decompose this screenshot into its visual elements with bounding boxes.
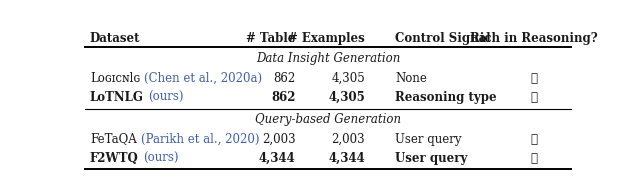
Text: F2WTQ: F2WTQ — [90, 152, 139, 165]
Text: ✗: ✗ — [531, 133, 538, 146]
Text: # Table: # Table — [246, 32, 296, 45]
Text: ✓: ✓ — [531, 72, 538, 85]
Text: (ours): (ours) — [143, 152, 178, 165]
Text: (Parikh et al., 2020): (Parikh et al., 2020) — [141, 133, 259, 146]
Text: User query: User query — [395, 152, 467, 165]
Text: Control Signal: Control Signal — [395, 32, 491, 45]
Text: Query-based Generation: Query-based Generation — [255, 113, 401, 126]
Text: Data Insight Generation: Data Insight Generation — [256, 52, 400, 65]
Text: (ours): (ours) — [148, 91, 183, 104]
Text: None: None — [395, 72, 427, 85]
Text: 4,305: 4,305 — [332, 72, 365, 85]
Text: 862: 862 — [271, 91, 296, 104]
Text: 2,003: 2,003 — [332, 133, 365, 146]
Text: FeTaQA: FeTaQA — [90, 133, 137, 146]
Text: 862: 862 — [273, 72, 296, 85]
Text: Reasoning type: Reasoning type — [395, 91, 497, 104]
Text: Dataset: Dataset — [90, 32, 140, 45]
Text: # Examples: # Examples — [289, 32, 365, 45]
Text: User query: User query — [395, 133, 461, 146]
Text: 2,003: 2,003 — [262, 133, 296, 146]
Text: Rich in Reasoning?: Rich in Reasoning? — [470, 32, 598, 45]
Text: (Chen et al., 2020a): (Chen et al., 2020a) — [144, 72, 262, 85]
Text: ✓: ✓ — [531, 91, 538, 104]
Text: 4,344: 4,344 — [328, 152, 365, 165]
Text: 4,344: 4,344 — [259, 152, 296, 165]
Text: ✓: ✓ — [531, 152, 538, 165]
Text: LoTNLG: LoTNLG — [90, 91, 144, 104]
Text: Lᴏɢɪcɴlɢ: Lᴏɢɪcɴlɢ — [90, 72, 140, 85]
Text: 4,305: 4,305 — [328, 91, 365, 104]
